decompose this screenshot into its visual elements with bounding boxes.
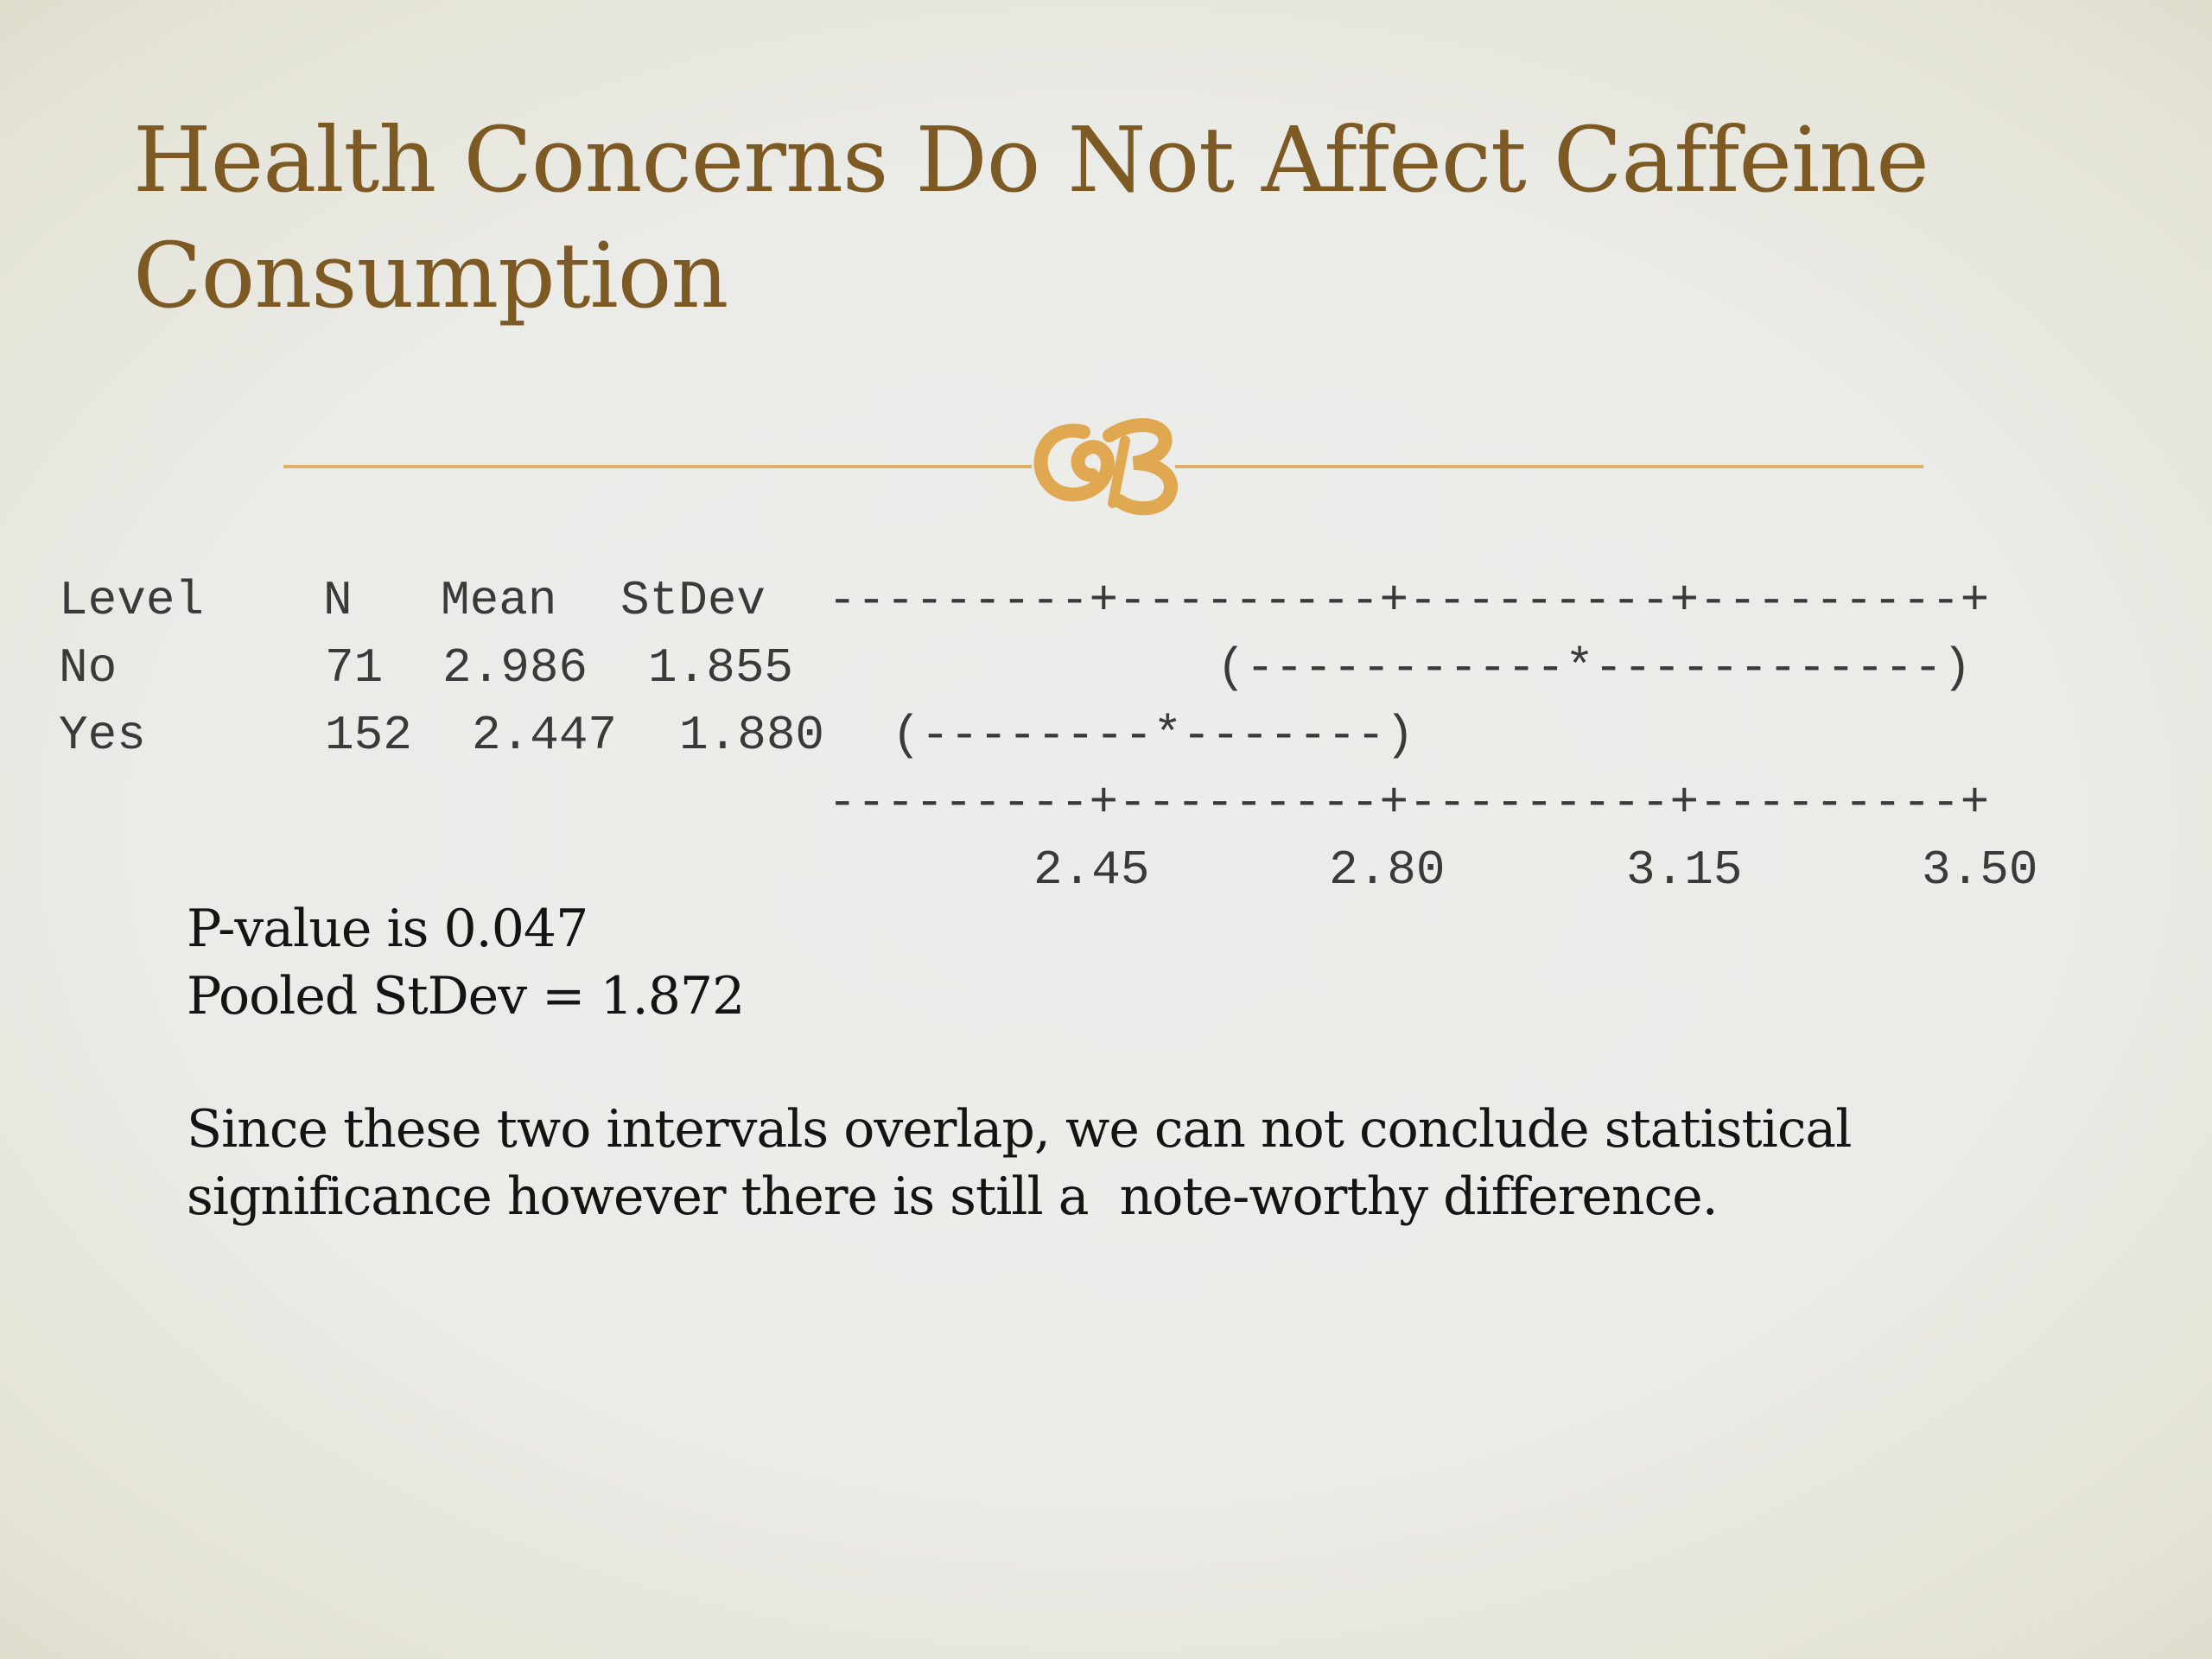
pooled-stdev-text: Pooled StDev = 1.872 (187, 966, 745, 1027)
conclusion-line-2: significance however there is still a no… (187, 1166, 1719, 1227)
row-no-interval: (-----------*------------) (1217, 640, 1972, 696)
axis-tick-label: 3.15 (1626, 842, 1743, 898)
row-no-n: 71 (325, 640, 384, 696)
row-yes-n: 152 (325, 708, 412, 763)
row-no-mean: 2.986 (442, 640, 588, 696)
flourish-ornament-icon (1033, 418, 1179, 516)
row-yes-mean: 2.447 (472, 708, 618, 763)
conclusion-line-1: Since these two intervals overlap, we ca… (187, 1099, 1852, 1160)
header-scale: ---------+---------+---------+---------+ (828, 573, 1990, 628)
axis-tick-label: 2.80 (1329, 842, 1446, 898)
row-no-stdev: 1.855 (648, 640, 794, 696)
divider-line-left (283, 465, 1032, 468)
slide-title: Health Concerns Do Not Affect Caffeine Co… (133, 102, 2120, 334)
row-yes-level: Yes (59, 708, 146, 763)
axis-tick-label: 2.45 (1033, 842, 1150, 898)
row-no-level: No (59, 640, 118, 696)
header-level: Level (59, 573, 205, 628)
divider-line-right (1175, 465, 1923, 468)
row-yes-interval: (--------*-------) (892, 708, 1414, 763)
row-yes-stdev: 1.880 (679, 708, 825, 763)
header-stdev: StDev (620, 573, 766, 628)
header-mean: Mean (441, 573, 557, 628)
header-n: N (323, 573, 353, 628)
title-line-2: Consumption (133, 223, 728, 328)
axis-tick-label: 3.50 (1922, 842, 2038, 898)
pvalue-text: P-value is 0.047 (187, 899, 588, 959)
footer-scale: ---------+---------+---------+---------+ (828, 775, 1990, 830)
title-line-1: Health Concerns Do Not Affect Caffeine (133, 107, 1929, 213)
